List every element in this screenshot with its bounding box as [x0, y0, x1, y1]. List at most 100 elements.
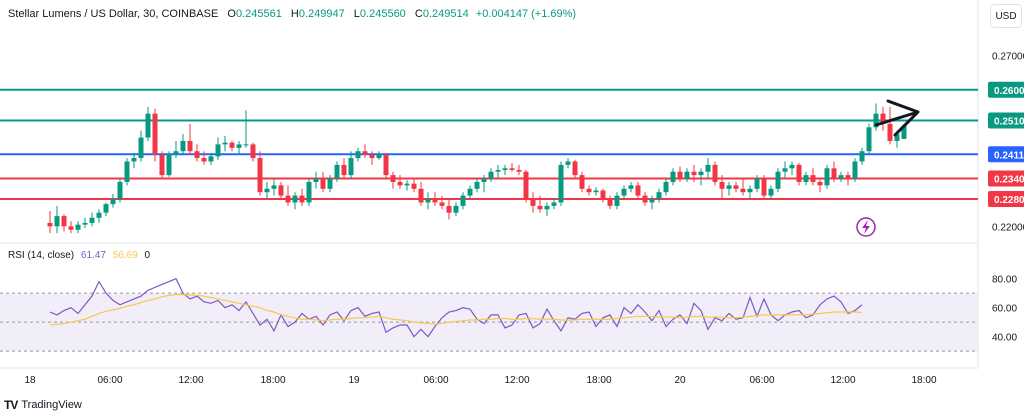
brand-name: TradingView — [21, 399, 82, 411]
candle-body — [96, 212, 102, 218]
candle-body — [383, 154, 389, 176]
candle-body — [544, 205, 550, 210]
candle-body — [572, 161, 578, 176]
change-value: +0.004147 (+1.69%) — [475, 8, 577, 20]
lightning-icon — [856, 217, 876, 237]
candle-body — [880, 113, 886, 124]
candle-body — [250, 144, 256, 159]
candle-body — [754, 178, 760, 189]
candle-body — [747, 188, 753, 193]
candle-body — [299, 195, 305, 203]
annotations — [856, 99, 920, 237]
candle-body — [110, 199, 116, 205]
candle-body — [817, 181, 823, 186]
candle-body — [180, 140, 186, 152]
rsi-header[interactable]: RSI (14, close) 61.47 56.69 0 — [8, 250, 150, 261]
time-tick-label: 12:00 — [504, 375, 529, 386]
rsi-lines — [0, 277, 978, 352]
candle-body — [376, 154, 382, 159]
candle-body — [194, 151, 200, 159]
candle-body — [82, 222, 88, 225]
time-tick-label: 12:00 — [830, 375, 855, 386]
candle-body — [397, 181, 403, 186]
candle-body — [621, 188, 627, 196]
currency-button[interactable]: USD — [990, 4, 1022, 28]
candle-body — [677, 171, 683, 179]
brand[interactable]: TV TradingView — [4, 398, 82, 412]
candle-body — [600, 190, 606, 200]
candle-body — [810, 175, 816, 182]
candle-body — [838, 175, 844, 179]
candle-body — [138, 137, 144, 159]
candle-body — [789, 164, 795, 169]
candle-body — [684, 171, 690, 179]
candle-body — [313, 178, 319, 182]
candle-body — [558, 164, 564, 203]
time-tick-label: 20 — [674, 375, 686, 386]
candle-body — [117, 181, 123, 200]
rsi-label: RSI (14, close) — [8, 250, 75, 261]
candle-body — [236, 144, 242, 148]
candle-body — [782, 168, 788, 172]
time-tick-label: 18:00 — [260, 375, 285, 386]
horizontal-levels[interactable]: 0.2600 0.2510 0.2411 0.2340 0.2280 — [0, 81, 1024, 208]
candle-body — [103, 204, 109, 213]
candle-body — [502, 168, 508, 170]
time-tick-label: 06:00 — [97, 375, 122, 386]
level-price-tag — [988, 146, 1024, 163]
level-price-label: 0.2280 — [994, 195, 1024, 206]
candle-body — [887, 123, 893, 141]
candle-body — [222, 142, 228, 145]
candle-body — [124, 161, 130, 182]
rsi-ma-value: 56.69 — [112, 250, 138, 261]
candle-body — [292, 195, 298, 203]
candle-body — [852, 161, 858, 179]
candle-body — [460, 195, 466, 206]
candle-body — [481, 178, 487, 182]
rsi-tick-label: 80.00 — [992, 275, 1017, 286]
candle-body — [474, 181, 480, 189]
candle-body — [845, 175, 851, 179]
candle-body — [348, 158, 354, 176]
candle-body — [369, 154, 375, 159]
time-tick-label: 19 — [348, 375, 360, 386]
candle-body — [712, 164, 718, 182]
candle-body — [509, 168, 515, 170]
candle-body — [824, 168, 830, 186]
symbol-title[interactable]: Stellar Lumens / US Dollar, 30, COINBASE — [8, 8, 219, 20]
candle-body — [565, 161, 571, 165]
candle-body — [586, 188, 592, 193]
candle-body — [327, 178, 333, 189]
candle-body — [152, 113, 158, 155]
candle-body — [173, 151, 179, 155]
candle-body — [68, 226, 74, 230]
candle-body — [579, 175, 585, 189]
candle-body — [866, 127, 872, 152]
level-price-tag — [988, 112, 1024, 129]
level-price-tag — [988, 81, 1024, 98]
candle-body — [894, 134, 900, 141]
candle-body — [341, 164, 347, 176]
open-label: O — [227, 8, 236, 20]
high-label: H — [290, 8, 299, 20]
candle-body — [719, 181, 725, 189]
low-label: L — [353, 8, 360, 20]
candle-body — [229, 142, 235, 148]
candle-body — [432, 199, 438, 203]
candle-body — [166, 154, 172, 176]
lightning-bolt — [862, 220, 870, 234]
candle-body — [47, 222, 53, 227]
level-price-label: 0.2340 — [994, 175, 1024, 186]
candle-body — [901, 125, 907, 139]
candle-body — [775, 171, 781, 189]
candle-body — [768, 188, 774, 196]
symbol-header: Stellar Lumens / US Dollar, 30, COINBASE… — [8, 8, 576, 20]
level-price-tag — [988, 170, 1024, 187]
candle-body — [628, 185, 634, 189]
candle-body — [726, 185, 732, 189]
candle-body — [320, 178, 326, 189]
candle-body — [516, 170, 522, 172]
high-value: 0.249947 — [298, 8, 345, 20]
